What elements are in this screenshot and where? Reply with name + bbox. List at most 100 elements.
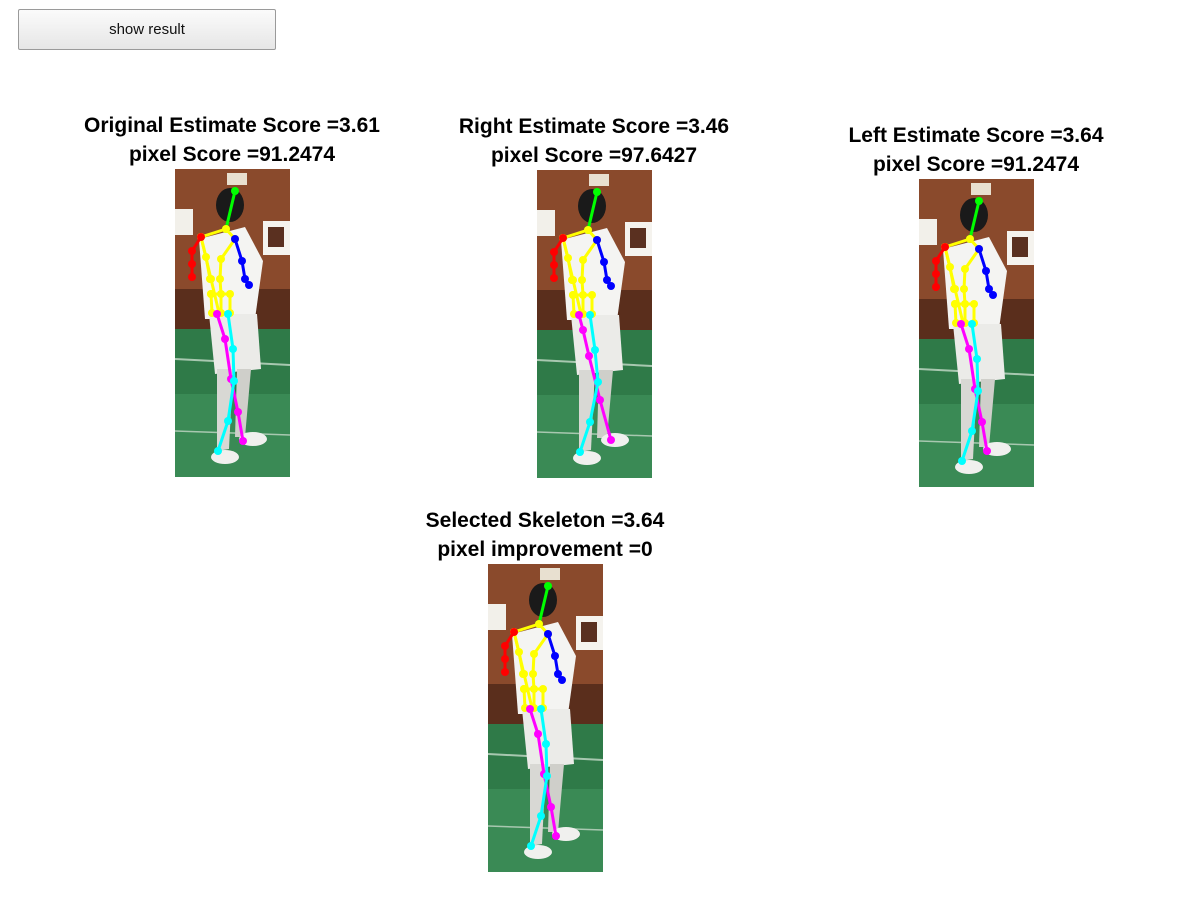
skeleton-bone [522, 672, 533, 710]
skeleton-joint [563, 254, 572, 262]
skeleton-joint [595, 396, 604, 404]
skeleton-bone [216, 419, 229, 453]
panel-title: Left Estimate Score =3.64 [848, 124, 1104, 147]
skeleton-joint [585, 311, 594, 319]
skeleton-joint [229, 377, 238, 385]
skeleton-bone [532, 632, 549, 656]
skeleton-joint [950, 300, 959, 308]
skeleton-joint [931, 257, 940, 265]
skeleton-joint [551, 832, 560, 840]
skeleton-joint [233, 408, 242, 416]
skeleton-bone [236, 410, 244, 443]
pose-skeleton [931, 197, 997, 465]
skeleton-joint [213, 447, 222, 455]
skeleton-joint [553, 670, 562, 678]
skeleton-joint [549, 274, 558, 282]
skeleton-joint [220, 335, 229, 343]
skeleton-joint [240, 275, 249, 283]
skeleton-joint [577, 276, 586, 284]
skeleton-joint [593, 378, 602, 386]
skeleton-bone [967, 347, 976, 391]
skeleton-joint [221, 225, 230, 233]
skeleton-joint [225, 290, 234, 298]
skeleton-joint [223, 417, 232, 425]
skeleton-bone [968, 199, 980, 241]
skeleton-joint [967, 320, 976, 328]
pose-skeleton [549, 188, 615, 456]
skeleton-bone [529, 814, 542, 848]
skeleton-joint [542, 772, 551, 780]
skeleton-bone [539, 707, 547, 746]
panel-subtitle: pixel Score =97.6427 [490, 144, 698, 167]
skeleton-joint [546, 803, 555, 811]
skeleton-joint [602, 276, 611, 284]
skeleton-joint [230, 235, 239, 243]
skeleton-joint [223, 310, 232, 318]
skeleton-joint [529, 650, 538, 658]
panel-right-estimate: Right Estimate Score =3.46 pixel Score =… [424, 112, 764, 478]
skeleton-bone [581, 328, 590, 358]
skeleton-bone [528, 707, 539, 736]
skeleton-joint [587, 291, 596, 299]
skeleton-bone [578, 420, 591, 454]
skeleton-joint [567, 276, 576, 284]
show-result-button[interactable]: show result [18, 9, 276, 50]
skeleton-joint [557, 676, 566, 684]
skeleton-bone [970, 389, 979, 433]
panel-subtitle: pixel improvement =0 [437, 538, 653, 561]
skeleton-joint [212, 310, 221, 318]
skeleton-joint [201, 253, 210, 261]
skeleton-joint [578, 256, 587, 264]
skeleton-joint [500, 655, 509, 663]
skeleton-joint [215, 275, 224, 283]
skeleton-bone [953, 287, 964, 325]
skeleton-bone [512, 622, 540, 634]
skeleton-joint [988, 291, 997, 299]
skeleton-joint [216, 255, 225, 263]
skeleton-bone [231, 347, 235, 383]
skeleton-joint [509, 628, 518, 636]
skeleton-joint [196, 233, 205, 241]
skeleton-joint [536, 705, 545, 713]
skeleton-joint [500, 668, 509, 676]
skeleton-joint [949, 285, 958, 293]
skeleton-joint [568, 291, 577, 299]
skeleton-joint [931, 283, 940, 291]
skeleton-joint [238, 437, 247, 445]
skeleton-bone [561, 228, 589, 240]
skeleton-bone [223, 337, 232, 381]
skeleton-joint [514, 648, 523, 656]
skeleton-joint [984, 285, 993, 293]
skeleton-bone [960, 429, 973, 463]
skeleton-joint [187, 247, 196, 255]
skeleton-joint [959, 285, 968, 293]
skeleton-joint [206, 290, 215, 298]
skeleton-joint [583, 226, 592, 234]
skeleton-bone [226, 379, 235, 423]
panel-subtitle: pixel Score =91.2474 [128, 143, 336, 166]
skeleton-bone [959, 322, 970, 351]
skeleton-bone [943, 237, 971, 249]
skeleton-bone [209, 277, 220, 315]
pose-skeleton [500, 582, 566, 850]
skeleton-joint [585, 418, 594, 426]
pose-image-selected [487, 564, 603, 872]
skeleton-bone [537, 584, 549, 626]
skeleton-joint [599, 258, 608, 266]
skeleton-joint [974, 245, 983, 253]
skeleton-joint [606, 282, 615, 290]
skeleton-joint [541, 740, 550, 748]
skeleton-bone [586, 190, 598, 232]
skeleton-joint [575, 448, 584, 456]
skeleton-joint [945, 263, 954, 271]
skeleton-joint [528, 670, 537, 678]
skeleton-joint [957, 457, 966, 465]
skeleton-bone [593, 348, 599, 384]
pose-image-left [918, 179, 1034, 487]
skeleton-bone [970, 322, 978, 361]
skeleton-joint [543, 582, 552, 590]
skeleton-joint [960, 265, 969, 273]
pose-image-original [174, 169, 290, 477]
skeleton-joint [526, 842, 535, 850]
